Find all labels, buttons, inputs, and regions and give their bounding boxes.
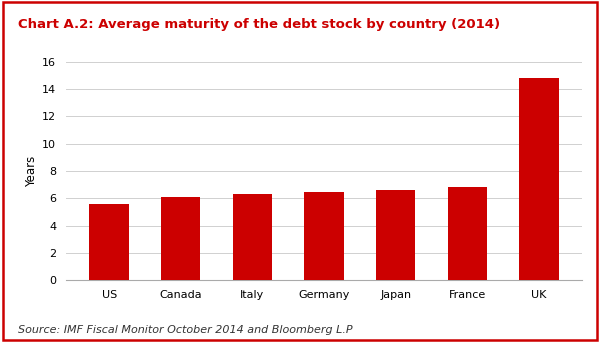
Text: Source: IMF Fiscal Monitor October 2014 and Bloomberg L.P: Source: IMF Fiscal Monitor October 2014 …: [18, 325, 353, 335]
Bar: [233, 194, 272, 280]
Bar: [161, 197, 200, 280]
Bar: [376, 190, 415, 280]
Bar: [519, 78, 559, 280]
Bar: [304, 192, 344, 280]
Bar: [89, 204, 129, 280]
Text: Chart A.2: Average maturity of the debt stock by country (2014): Chart A.2: Average maturity of the debt …: [18, 18, 500, 31]
Y-axis label: Years: Years: [25, 155, 38, 187]
Bar: [448, 187, 487, 280]
